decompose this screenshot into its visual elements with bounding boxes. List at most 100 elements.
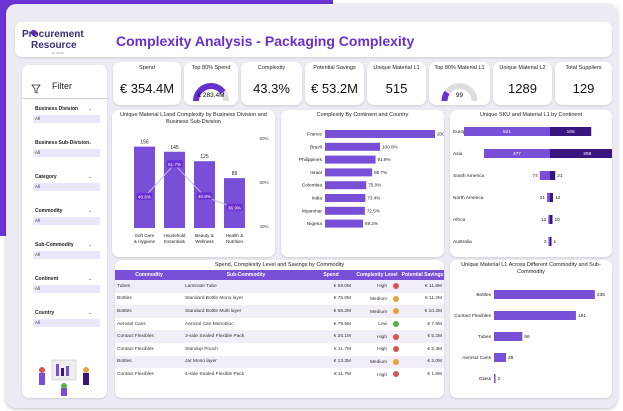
logo-line1: Procurement [22, 29, 84, 40]
table-title: Spend, Complexity Level and Savings by C… [214, 262, 345, 268]
complexity-label: Medium [369, 309, 387, 315]
filter-label: Commodity [35, 208, 63, 214]
table-header-cell[interactable]: Commodity [115, 270, 183, 280]
complexity-label: High [377, 284, 387, 290]
bar-label: 21 [540, 195, 546, 201]
filter-label: Business Sub-Division [35, 140, 90, 146]
bar [325, 155, 376, 164]
chevron-down-icon[interactable]: ⌄ [88, 174, 93, 180]
table-cell: Contact Flexibles [115, 330, 183, 343]
bar-label: 125 [200, 154, 209, 160]
logo-sub: by Infiniti [52, 51, 64, 55]
x-tick-label: & Hygiene [134, 239, 156, 244]
bar-label: 69.2% [365, 221, 378, 226]
gauge-fill [193, 83, 226, 102]
chevron-down-icon[interactable]: ⌄ [88, 242, 93, 248]
bar-label: 89 [232, 171, 238, 177]
bar [224, 178, 245, 228]
kpi-value: € 283.4M [197, 92, 225, 99]
table-cell-complexity: High [353, 368, 401, 381]
y-tick-label: Glass [479, 376, 492, 382]
table-row[interactable]: Contact Flexibles Standup Pouch € 11.7M Hig… [115, 343, 444, 356]
table-cell: Tubes [115, 280, 183, 293]
table-cell: Aerosol Cans [117, 321, 146, 327]
chart1-title: Unique Material L1and Complexity by Busi… [120, 112, 267, 125]
complexity-status-icon [393, 358, 399, 365]
filter-select[interactable]: All [33, 217, 100, 225]
filter-label: Business Division [35, 106, 79, 112]
kpi-label: Unique Material L2 [499, 65, 546, 71]
table-cell-complexity: High [353, 330, 401, 343]
line-label: 40.6% [138, 194, 151, 199]
filter-select[interactable]: All [33, 149, 100, 157]
complexity-status-icon [393, 308, 399, 315]
y-tick-label: Brazil [310, 144, 322, 150]
chevron-down-icon[interactable]: ⌄ [88, 276, 93, 282]
bar [494, 311, 576, 320]
filter-divider [22, 98, 107, 99]
table-header-cell[interactable]: Potential Savings [401, 270, 444, 280]
table-row[interactable]: Aerosol Cans Aerosol Can Monobloc € 79.6M L… [115, 318, 444, 331]
logo-mark-icon [29, 29, 37, 36]
table-cell: Standard Bottle Mono layer [185, 296, 244, 302]
chevron-down-icon[interactable]: ⌄ [88, 208, 93, 214]
bar-left [483, 149, 550, 158]
bar-label: 12 [555, 195, 561, 201]
table-header-row: Commodity Sub-Commodity Spend Complexity Le… [115, 270, 444, 280]
x-tick-label: Wellness [195, 239, 214, 244]
bar [494, 374, 496, 383]
table-row[interactable]: Bottles Standard Bottle Multi layer € 68.2… [115, 305, 444, 318]
table-cell: 4-side Sealed Flexible Pack [185, 371, 245, 377]
y-tick-label: Israel [310, 170, 322, 176]
line-label-bg [166, 160, 183, 168]
kpi-card: Top 80% Material L1 99 [429, 62, 490, 105]
table-header-cell[interactable]: Spend [309, 270, 353, 280]
bar-label: 66 [524, 334, 530, 340]
y-tick-label: South America [453, 173, 485, 179]
bar-right [550, 215, 553, 224]
kpi-card: Top 80% Spend € 283.4M [184, 62, 238, 105]
kpi-value: 43.3% [253, 81, 290, 96]
filter-select[interactable]: All [33, 285, 100, 293]
table-cell-complexity: Medium [353, 305, 401, 318]
table-cell: Aerosol Can Monobloc [185, 321, 234, 327]
y-tick-label: Nigeria [307, 221, 323, 227]
bar [325, 168, 373, 177]
complexity-status-icon [393, 295, 399, 302]
table-cell: Contact Flexibles [117, 346, 154, 352]
y-tick-label: Myanmar [302, 208, 322, 214]
kpi-value: € 354.4M [119, 81, 175, 96]
filter-select[interactable]: All [33, 115, 100, 123]
chart2-svg: France 200.0% Brazil 100.0% Philippines 91.9%… [299, 130, 444, 228]
filter-select[interactable]: All [33, 319, 100, 327]
bar-label: 1 [554, 239, 557, 245]
chart-business-division: Unique Material L1and Complexity by Busi… [112, 110, 275, 257]
line-label: 51.7% [168, 162, 181, 167]
table-header-cell[interactable]: Sub-Commodity [183, 270, 309, 280]
table-row[interactable]: Tubes Laminate Tube € 59.0M High € 11.8M [115, 280, 444, 293]
table-cell: € 5.2M [401, 330, 444, 343]
table-row[interactable]: Bottles Standard Bottle Mono layer € 75.0M… [115, 293, 444, 306]
kpi-value: 129 [572, 81, 595, 96]
chevron-down-icon[interactable]: ⌄ [88, 106, 93, 112]
filter-select[interactable]: All [33, 251, 100, 259]
x-tick-label: Health & [226, 233, 244, 238]
line-label: 36.9% [228, 205, 241, 210]
table-cell: € 1.6M [427, 371, 442, 377]
chevron-down-icon[interactable]: ⌄ [88, 310, 93, 316]
bar-label: 72.5% [367, 208, 380, 213]
filter-select[interactable]: All [33, 183, 100, 191]
table-row[interactable]: Bottles Jar Mono layer € 13.3M Medium € 2.0M [115, 355, 444, 369]
chevron-down-icon[interactable]: ⌄ [88, 140, 93, 146]
bar [164, 151, 185, 228]
team-illustration [30, 340, 100, 401]
filter-label: Country [35, 310, 55, 316]
table-cell: € 2.3M [427, 346, 442, 352]
y-tick-label: Bottles [476, 292, 491, 298]
chart2-title: Complexity By Continent and Country [316, 112, 409, 118]
table-row[interactable]: Contact Flexibles 3-side Sealed Flexible … [115, 330, 444, 343]
y-tick-label: Africa [453, 217, 466, 223]
table-row[interactable]: Contact Flexibles 4-side Sealed Flexible … [115, 368, 444, 381]
table-header-cell[interactable]: Complexity Level [353, 270, 401, 280]
table-cell: € 68.2M [309, 305, 353, 318]
